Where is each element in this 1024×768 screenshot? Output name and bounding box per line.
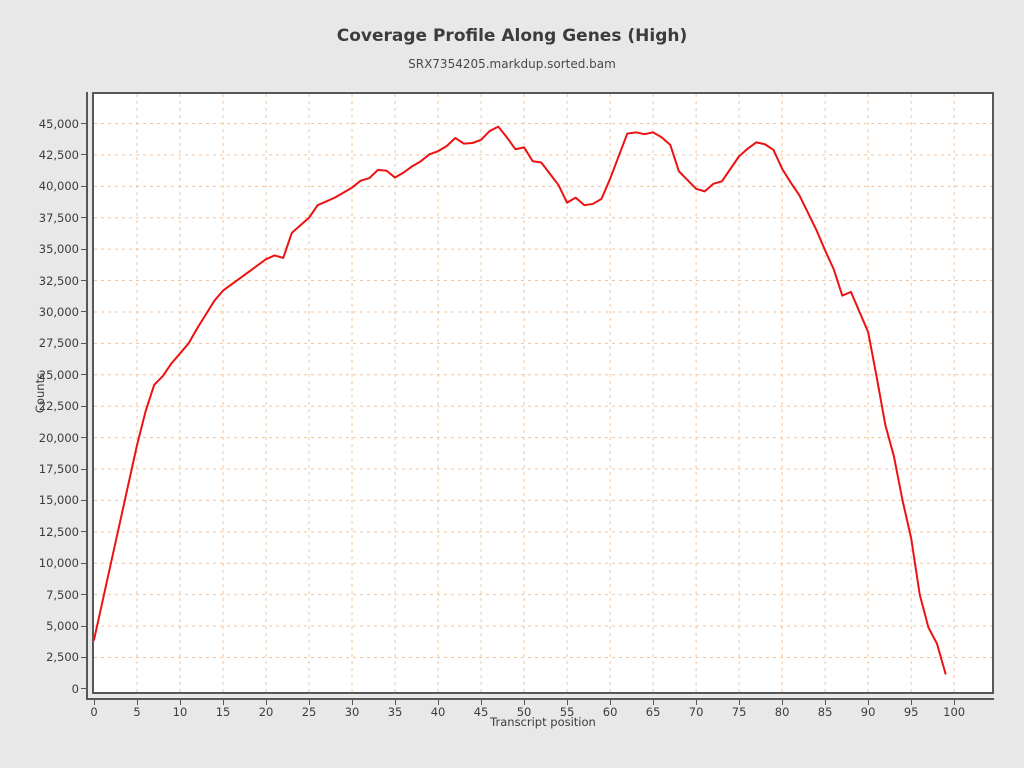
- x-tick-mark: [394, 700, 396, 705]
- y-tick-label: 42,500: [38, 147, 79, 162]
- x-tick-label: 20: [258, 705, 274, 719]
- x-tick-mark: [910, 700, 912, 705]
- y-tick-mark: [81, 154, 86, 156]
- x-tick-label: 10: [172, 705, 188, 719]
- y-tick-label: 32,500: [38, 273, 79, 288]
- x-axis-label: Transcript position: [490, 715, 596, 729]
- x-tick-label: 5: [133, 705, 141, 719]
- x-tick-mark: [523, 700, 525, 705]
- x-tick-label: 60: [602, 705, 618, 719]
- plot-canvas: [94, 94, 992, 692]
- y-tick-label: 0: [71, 681, 79, 696]
- x-tick-mark: [222, 700, 224, 705]
- y-tick-mark: [81, 280, 86, 282]
- x-tick-mark: [308, 700, 310, 705]
- x-tick-label: 70: [688, 705, 704, 719]
- y-tick-label: 37,500: [38, 210, 79, 225]
- x-tick-label: 100: [943, 705, 966, 719]
- x-tick-label: 0: [90, 705, 98, 719]
- y-tick-mark: [81, 437, 86, 439]
- x-tick-label: 65: [645, 705, 661, 719]
- x-tick-mark: [738, 700, 740, 705]
- x-tick-mark: [781, 700, 783, 705]
- y-tick-mark: [81, 123, 86, 125]
- x-tick-mark: [953, 700, 955, 705]
- x-tick-mark: [867, 700, 869, 705]
- y-tick-label: 5,000: [46, 619, 79, 634]
- y-tick-mark: [81, 562, 86, 564]
- y-tick-mark: [81, 468, 86, 470]
- y-tick-label: 7,500: [46, 587, 79, 602]
- x-tick-mark: [179, 700, 181, 705]
- y-tick-mark: [81, 405, 86, 407]
- x-tick-mark: [695, 700, 697, 705]
- x-tick-mark: [480, 700, 482, 705]
- x-tick-label: 85: [817, 705, 833, 719]
- y-tick-mark: [81, 688, 86, 690]
- x-axis-line: [86, 698, 994, 700]
- y-tick-label: 25,000: [38, 367, 79, 382]
- x-tick-mark: [136, 700, 138, 705]
- plot-area: [92, 92, 994, 694]
- y-axis-label: Counts: [33, 372, 47, 414]
- series-line-coverage: [94, 125, 947, 675]
- y-tick-label: 35,000: [38, 242, 79, 257]
- x-tick-label: 25: [301, 705, 317, 719]
- y-tick-label: 12,500: [38, 524, 79, 539]
- y-tick-label: 20,000: [38, 430, 79, 445]
- y-tick-label: 30,000: [38, 304, 79, 319]
- y-tick-label: 27,500: [38, 336, 79, 351]
- y-tick-label: 2,500: [46, 650, 79, 665]
- y-tick-mark: [81, 185, 86, 187]
- x-tick-label: 50: [516, 705, 532, 719]
- y-tick-label: 40,000: [38, 179, 79, 194]
- x-tick-label: 80: [774, 705, 790, 719]
- x-tick-mark: [351, 700, 353, 705]
- y-tick-mark: [81, 374, 86, 376]
- x-tick-mark: [93, 700, 95, 705]
- x-tick-mark: [609, 700, 611, 705]
- y-axis-line: [86, 92, 88, 700]
- y-tick-label: 17,500: [38, 462, 79, 476]
- y-tick-label: 10,000: [38, 556, 79, 571]
- x-tick-label: 90: [860, 705, 876, 719]
- x-tick-mark: [265, 700, 267, 705]
- chart-subtitle: SRX7354205.markdup.sorted.bam: [408, 57, 616, 71]
- x-tick-mark: [437, 700, 439, 705]
- y-tick-mark: [81, 531, 86, 533]
- y-tick-label: 22,500: [38, 399, 79, 414]
- y-tick-mark: [81, 594, 86, 596]
- y-tick-mark: [81, 311, 86, 313]
- x-tick-label: 45: [473, 705, 489, 719]
- x-tick-label: 35: [387, 705, 403, 719]
- y-tick-mark: [81, 217, 86, 219]
- y-tick-mark: [81, 499, 86, 501]
- x-tick-mark: [652, 700, 654, 705]
- x-tick-label: 30: [344, 705, 360, 719]
- y-tick-mark: [81, 625, 86, 627]
- x-tick-label: 55: [559, 705, 575, 719]
- y-tick-mark: [81, 248, 86, 250]
- y-tick-mark: [81, 342, 86, 344]
- x-tick-mark: [824, 700, 826, 705]
- y-tick-mark: [81, 656, 86, 658]
- x-tick-label: 75: [731, 705, 747, 719]
- y-tick-label: 15,000: [38, 493, 79, 508]
- chart-title: Coverage Profile Along Genes (High): [336, 26, 688, 46]
- x-tick-label: 95: [903, 705, 919, 719]
- x-tick-label: 40: [430, 705, 446, 719]
- x-tick-mark: [566, 700, 568, 705]
- y-tick-label: 45,000: [38, 116, 79, 131]
- x-tick-label: 15: [215, 705, 231, 719]
